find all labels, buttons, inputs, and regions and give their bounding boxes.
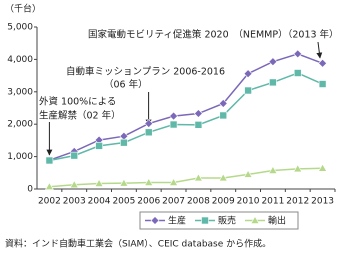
legend-marker (250, 215, 260, 224)
marker (293, 49, 303, 59)
legend-marker (150, 216, 160, 225)
annotation: 国家電動モビリティ促進策 2020 （NEMMP）（2013 年） (88, 29, 339, 41)
marker (94, 178, 104, 187)
marker (119, 178, 129, 187)
marker (44, 182, 54, 191)
marker (268, 57, 278, 67)
marker (194, 121, 203, 129)
marker (70, 151, 79, 160)
y-tick-label: 4,000 (7, 55, 33, 65)
marker (218, 173, 228, 182)
legend-marker (201, 216, 209, 225)
x-tick-label: 2004 (88, 197, 111, 207)
x-tick-label: 2003 (63, 197, 86, 207)
marker (193, 109, 203, 118)
x-tick-label: 2005 (112, 197, 135, 207)
y-tick-label: 5,000 (7, 23, 33, 33)
x-tick-label: 2011 (261, 197, 284, 207)
marker (169, 177, 179, 186)
marker (144, 177, 154, 186)
y-tick-label: 1,000 (7, 152, 33, 162)
annotation: 自動車ミッションプラン 2006-2016 (66, 66, 225, 78)
marker (144, 119, 154, 128)
marker (169, 111, 179, 121)
y-tick-label: 0 (27, 185, 33, 195)
marker (218, 99, 228, 108)
marker (193, 173, 203, 182)
marker (45, 156, 54, 165)
marker (169, 120, 178, 129)
source-note: 資料：インド自動車工業会（SIAM）、CEIC database から作成。 (5, 238, 271, 250)
series-line (49, 53, 323, 161)
marker (244, 86, 252, 95)
x-tick-label: 2002 (38, 197, 61, 207)
marker (243, 69, 253, 79)
annotation: 生産解禁（02 年） (39, 110, 121, 122)
x-tick-label: 2007 (162, 197, 185, 207)
marker (293, 69, 302, 77)
marker (144, 128, 153, 137)
annotation: 外資 100%による (39, 96, 116, 108)
x-tick-label: 2009 (212, 197, 235, 207)
legend-label: 輸出 (268, 215, 286, 227)
marker (318, 80, 327, 88)
x-tick-label: 2008 (187, 197, 210, 207)
marker (95, 142, 103, 150)
marker (318, 163, 328, 172)
y-axis-label: （千台） (5, 3, 41, 15)
annotation: （06 年） (104, 79, 148, 91)
legend-box (139, 211, 299, 230)
marker (318, 58, 328, 68)
marker (120, 138, 128, 147)
marker (69, 180, 79, 189)
marker (219, 111, 228, 120)
annotation-arrow (316, 41, 323, 59)
x-tick-label: 2006 (137, 197, 160, 207)
marker (269, 78, 277, 87)
legend-label: 生産 (168, 215, 186, 227)
x-tick-label: 2013 (311, 197, 334, 207)
y-tick-label: 2,000 (7, 120, 33, 130)
marker (268, 165, 278, 174)
y-tick-label: 3,000 (7, 87, 33, 97)
marker (243, 169, 253, 178)
marker (293, 164, 303, 173)
x-tick-label: 2010 (237, 197, 260, 207)
series-line (49, 72, 323, 162)
series-line (49, 167, 323, 188)
x-tick-label: 2012 (286, 197, 309, 207)
legend-label: 販売 (218, 215, 236, 227)
